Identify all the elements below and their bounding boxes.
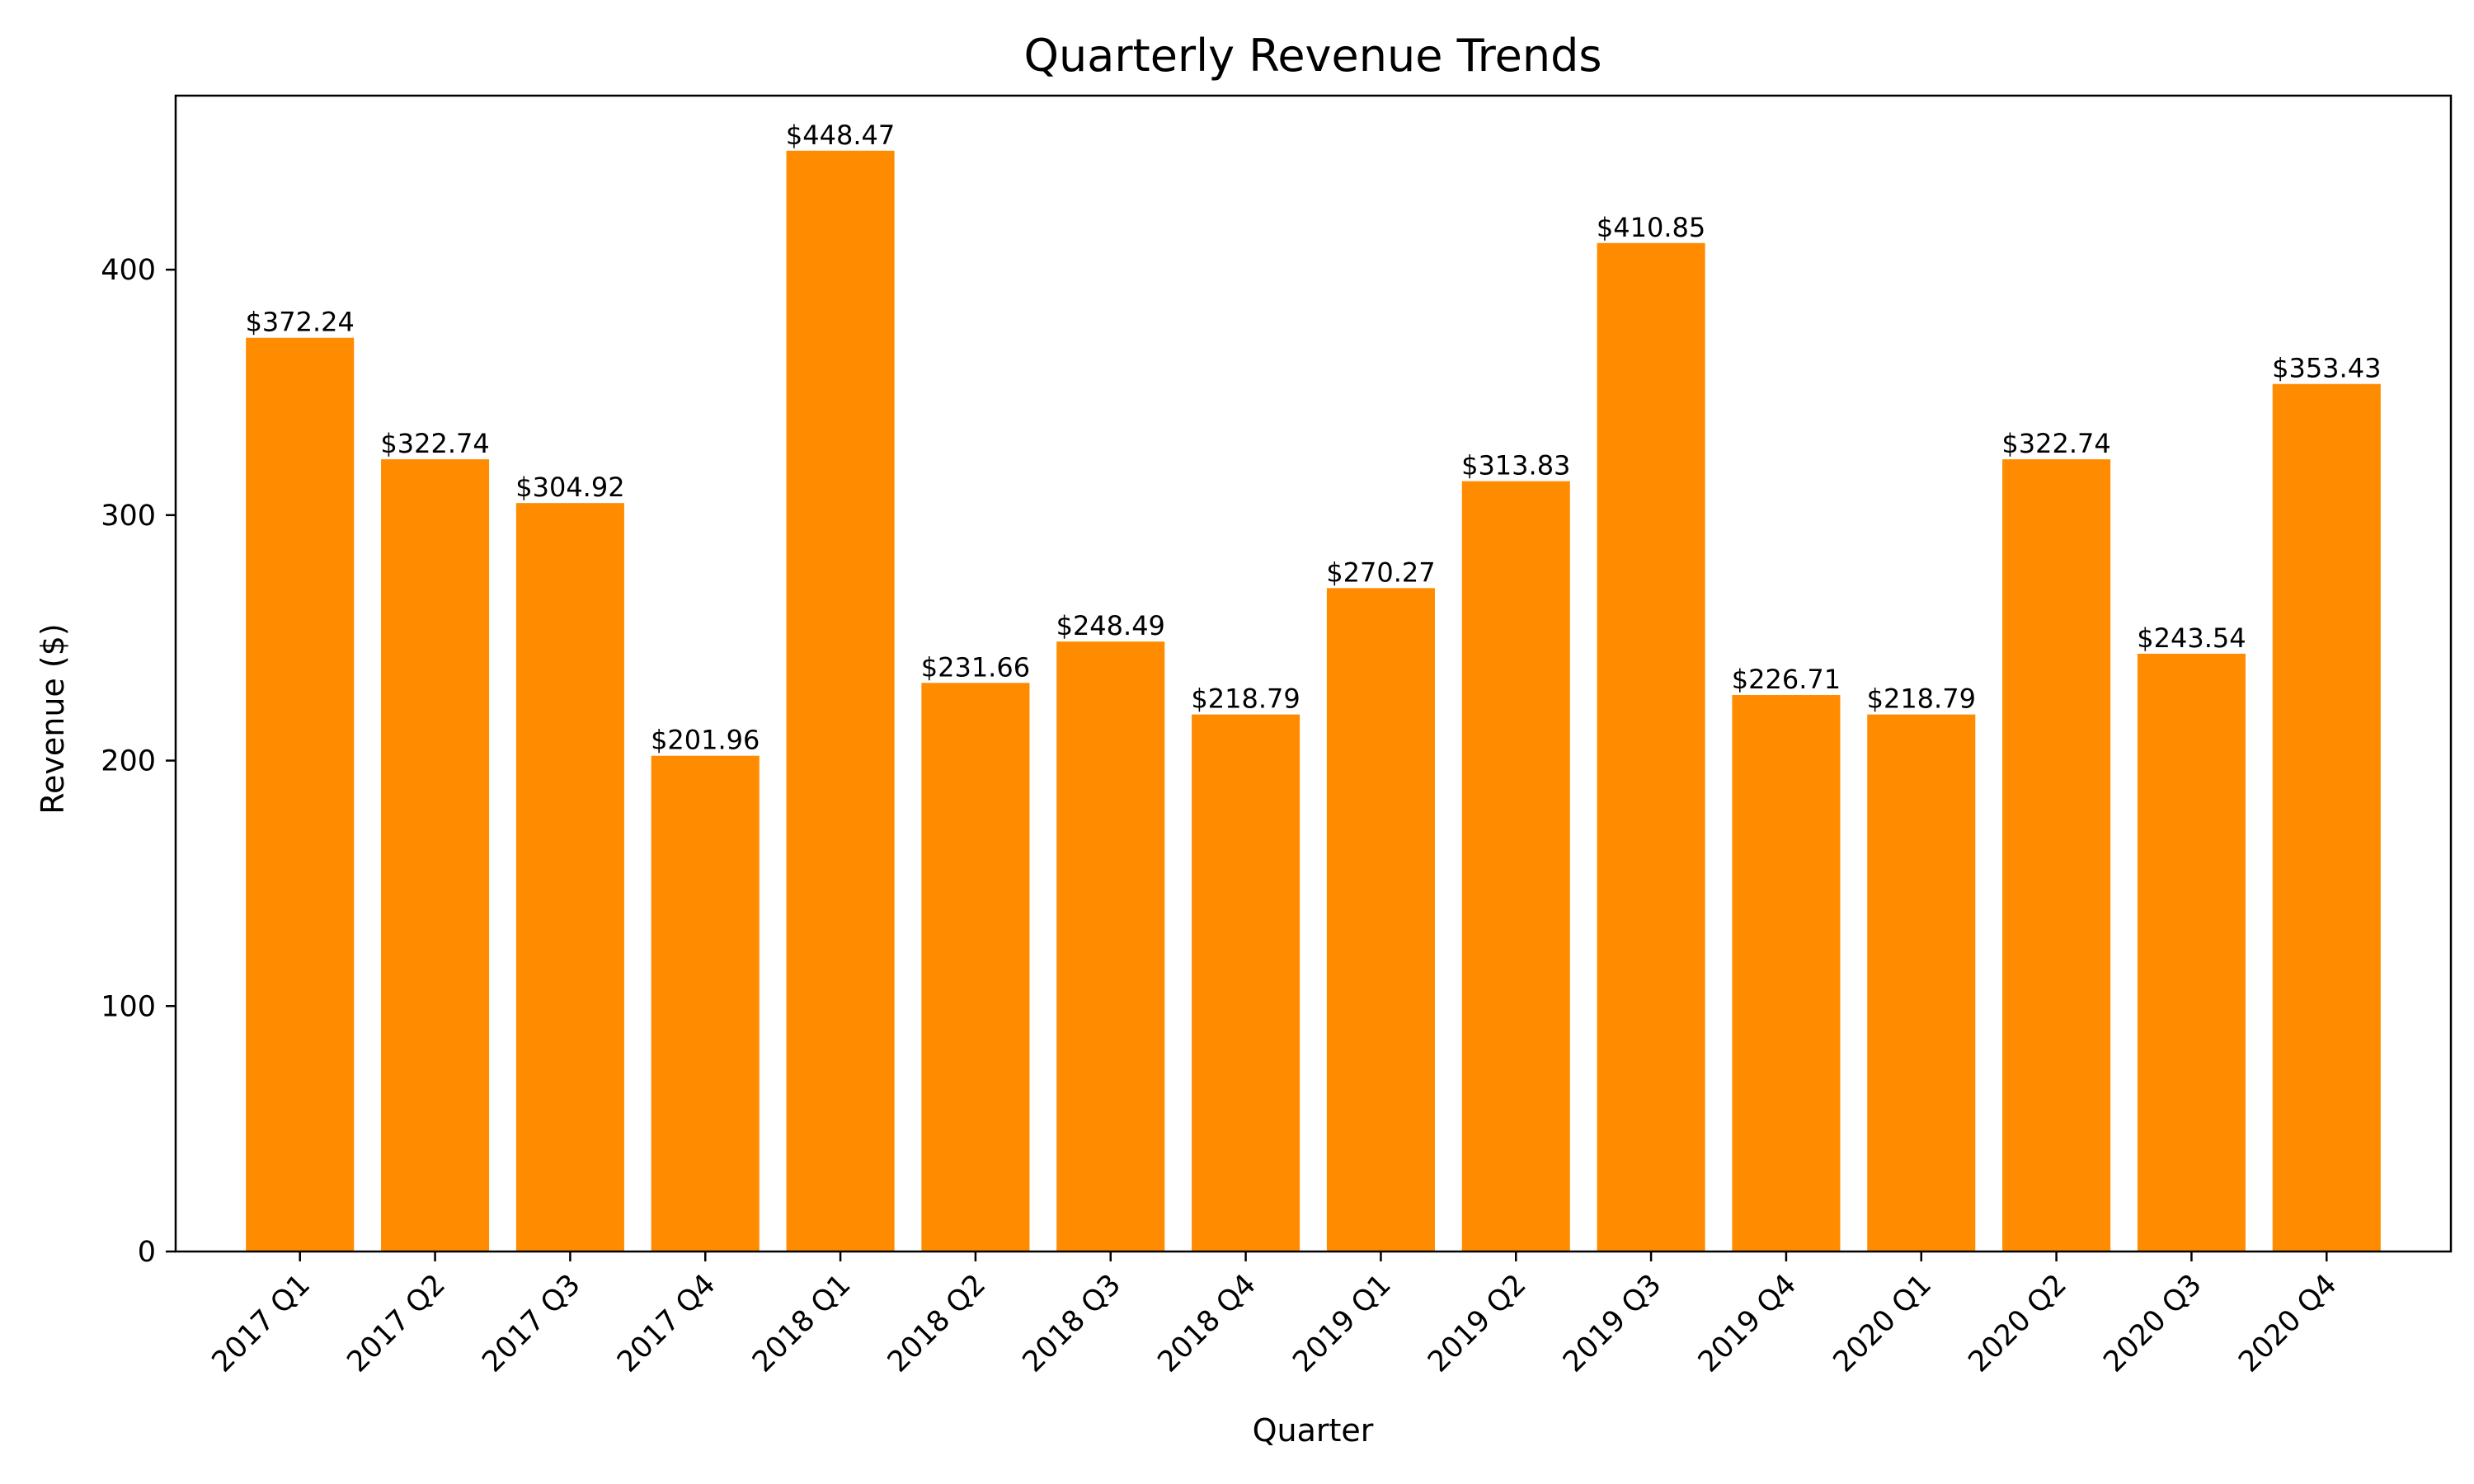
bar bbox=[651, 756, 760, 1252]
bar-value-label: $410.85 bbox=[1597, 212, 1705, 243]
bar-value-label: $248.49 bbox=[1056, 610, 1165, 641]
bar-value-label: $353.43 bbox=[2272, 353, 2381, 384]
bar-value-label: $304.92 bbox=[515, 472, 624, 503]
bar bbox=[2273, 384, 2381, 1252]
chart-title: Quarterly Revenue Trends bbox=[1024, 30, 1602, 82]
bar bbox=[1732, 695, 1840, 1252]
bar-value-label: $243.54 bbox=[2137, 622, 2246, 654]
bar bbox=[921, 683, 1029, 1252]
bar bbox=[1192, 715, 1300, 1252]
bar-value-label: $201.96 bbox=[651, 725, 760, 756]
bar-value-label: $270.27 bbox=[1326, 556, 1435, 588]
bar-value-label: $313.83 bbox=[1461, 450, 1570, 481]
bar-value-label: $218.79 bbox=[1191, 683, 1300, 715]
bar bbox=[1597, 243, 1705, 1252]
bar-value-label: $226.71 bbox=[1732, 664, 1841, 695]
y-tick-label: 400 bbox=[101, 254, 156, 287]
bar bbox=[1462, 481, 1570, 1252]
bar-value-label: $322.74 bbox=[380, 428, 489, 459]
bar bbox=[246, 338, 354, 1252]
bar bbox=[1056, 641, 1164, 1252]
bar-value-label: $218.79 bbox=[1867, 683, 1976, 715]
bar-value-label: $448.47 bbox=[786, 120, 895, 151]
bar-value-label: $231.66 bbox=[921, 651, 1030, 683]
y-tick-label: 0 bbox=[138, 1236, 156, 1269]
x-axis-label: Quarter bbox=[1253, 1412, 1374, 1449]
bar-value-label: $322.74 bbox=[2001, 428, 2110, 459]
bar bbox=[2002, 459, 2110, 1252]
y-tick-label: 200 bbox=[101, 745, 156, 778]
bar bbox=[2138, 654, 2246, 1252]
bar bbox=[1327, 588, 1435, 1252]
bar bbox=[381, 459, 489, 1252]
y-axis-label: Revenue ($) bbox=[35, 623, 71, 814]
y-tick-label: 100 bbox=[101, 990, 156, 1023]
bar-value-label: $372.24 bbox=[246, 307, 355, 338]
bar bbox=[516, 503, 624, 1252]
y-tick-label: 300 bbox=[101, 500, 156, 533]
bar bbox=[1867, 715, 1975, 1252]
bar bbox=[787, 151, 895, 1252]
